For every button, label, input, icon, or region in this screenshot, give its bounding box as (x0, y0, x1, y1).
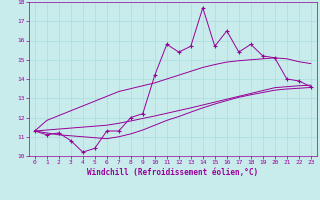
X-axis label: Windchill (Refroidissement éolien,°C): Windchill (Refroidissement éolien,°C) (87, 168, 258, 177)
